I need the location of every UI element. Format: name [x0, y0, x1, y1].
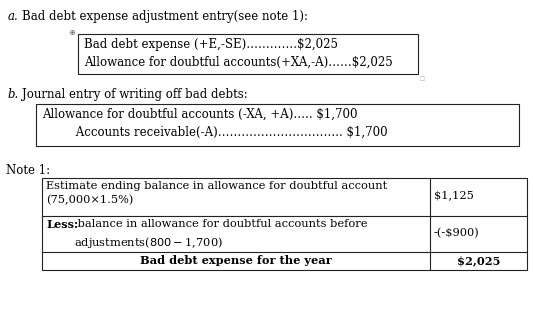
Text: □: □ — [420, 76, 425, 81]
Bar — [36, 104, 519, 146]
Text: Estimate ending balance in allowance for doubtful account
(75,000×1.5%): Estimate ending balance in allowance for… — [46, 181, 387, 206]
Text: Allowance for doubtful accounts (-XA, +A)….. $1,700: Allowance for doubtful accounts (-XA, +A… — [42, 108, 358, 121]
Text: b.: b. — [8, 88, 19, 101]
Text: $1,125: $1,125 — [434, 190, 474, 200]
Text: Bad debt expense for the year: Bad debt expense for the year — [140, 255, 332, 266]
Text: Less:: Less: — [46, 219, 78, 230]
Text: $2,025: $2,025 — [457, 255, 500, 266]
Bar — [42, 178, 527, 270]
Text: -(-$900): -(-$900) — [434, 228, 480, 238]
Text: a.: a. — [8, 10, 19, 23]
Text: Allowance for doubtful accounts(+XA,-A)……$2,025: Allowance for doubtful accounts(+XA,-A)…… — [84, 56, 393, 69]
Text: ⊕: ⊕ — [68, 28, 75, 37]
Text: Note 1:: Note 1: — [6, 164, 50, 177]
Text: Bad debt expense adjustment entry(see note 1):: Bad debt expense adjustment entry(see no… — [22, 10, 308, 23]
Text: Accounts receivable(-A)………………………….. $1,700: Accounts receivable(-A)………………………….. $1,7… — [42, 126, 387, 139]
Bar — [78, 34, 418, 74]
Text: balance in allowance for doubtful accounts before
adjustments($800 - $1,700): balance in allowance for doubtful accoun… — [74, 219, 367, 250]
Text: Bad debt expense (+E,-SE)………….$2,025: Bad debt expense (+E,-SE)………….$2,025 — [84, 38, 338, 51]
Text: Journal entry of writing off bad debts:: Journal entry of writing off bad debts: — [22, 88, 248, 101]
